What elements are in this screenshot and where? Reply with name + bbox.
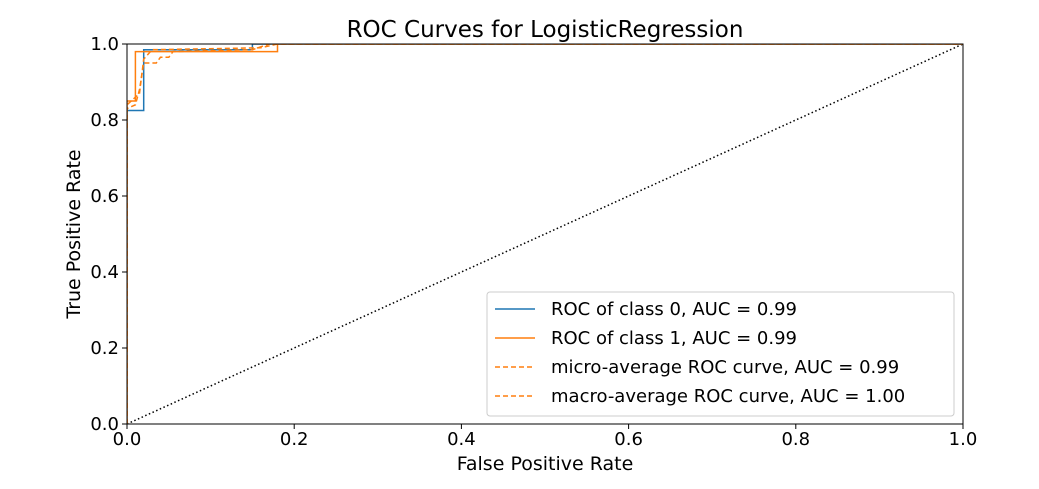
x-tick-label: 1.0: [949, 429, 978, 450]
series-line-0: [127, 44, 963, 424]
y-tick-label: 0.6: [90, 186, 119, 207]
legend-label-3: macro-average ROC curve, AUC = 1.00: [551, 386, 905, 407]
reference-diagonal-line: [127, 44, 963, 424]
series-line-1: [127, 44, 963, 424]
y-axis-label: True Positive Rate: [63, 149, 85, 319]
x-tick-label: 0.6: [614, 429, 643, 450]
y-tick-label: 0.8: [90, 110, 119, 131]
y-tick-label: 1.0: [90, 34, 119, 55]
axes-frame: [126, 43, 964, 425]
series-line-2: [127, 44, 963, 424]
legend-label-0: ROC of class 0, AUC = 0.99: [551, 299, 797, 320]
x-tick-label: 0.2: [280, 429, 309, 450]
legend: ROC of class 0, AUC = 0.99 ROC of class 1…: [486, 291, 955, 417]
legend-label-2: micro-average ROC curve, AUC = 0.99: [551, 357, 899, 378]
x-tick-label: 0.0: [113, 429, 142, 450]
y-tick-label: 0.0: [90, 414, 119, 435]
x-tick-label: 0.8: [781, 429, 810, 450]
series-line-3: [127, 44, 963, 424]
plot-area: [127, 44, 963, 424]
x-tick-label: 0.4: [447, 429, 476, 450]
legend-box: [486, 291, 955, 417]
x-axis-label: False Positive Rate: [457, 453, 634, 475]
y-tick-label: 0.4: [90, 262, 119, 283]
y-tick-label: 0.2: [90, 338, 119, 359]
axes: 0.0 0.2 0.4 0.6 0.8 1.0 0.0 0.2 0.4 0.6 0.8 1.0: [90, 34, 977, 450]
chart-title: ROC Curves for LogisticRegression: [347, 17, 744, 43]
legend-label-1: ROC of class 1, AUC = 0.99: [551, 328, 797, 349]
